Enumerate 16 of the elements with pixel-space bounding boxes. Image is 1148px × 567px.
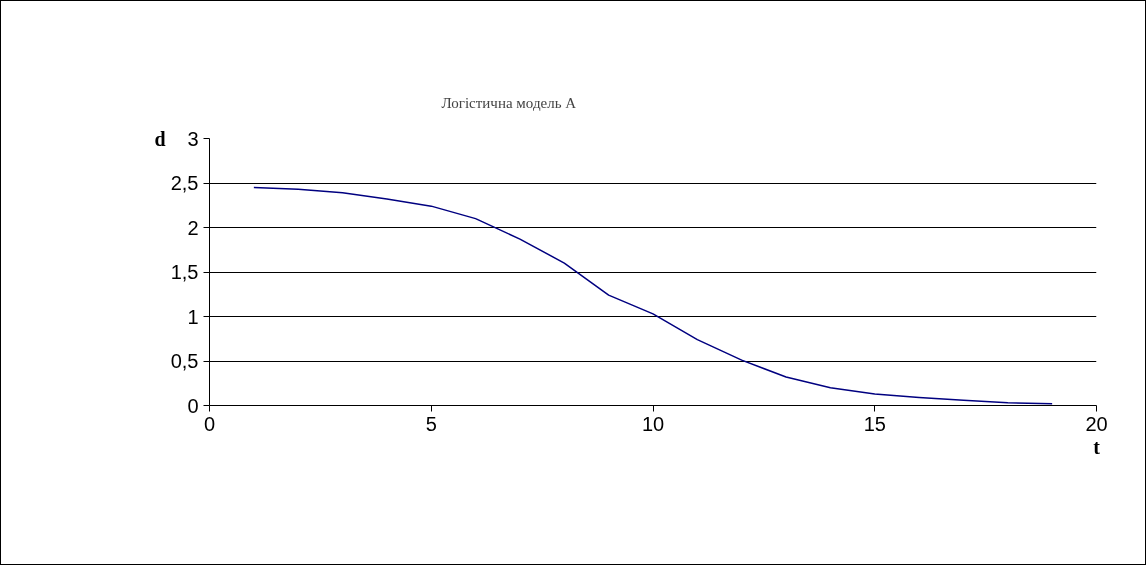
- x-tick-label: 10: [641, 412, 665, 435]
- x-tick-label: 20: [1085, 412, 1108, 435]
- y-tick-label: 2: [187, 216, 199, 239]
- line-series: [253, 186, 1053, 405]
- x-tick-label: 5: [425, 412, 437, 435]
- y-tick-label: 1: [187, 305, 199, 328]
- y-tick-label: 0,5: [170, 350, 199, 372]
- y-tick-label: 1,5: [170, 261, 199, 283]
- x-tick-label: 15: [863, 412, 886, 435]
- y-tick-label: 3: [187, 127, 199, 150]
- chart-title: Логістична модель А: [441, 95, 577, 111]
- y-axis-title: d: [154, 127, 166, 150]
- x-tick-label: 0: [203, 412, 216, 435]
- y-tick-label: 0: [187, 394, 199, 417]
- y-tick-label: 2,5: [170, 172, 199, 194]
- x-axis-title: t: [1093, 435, 1101, 458]
